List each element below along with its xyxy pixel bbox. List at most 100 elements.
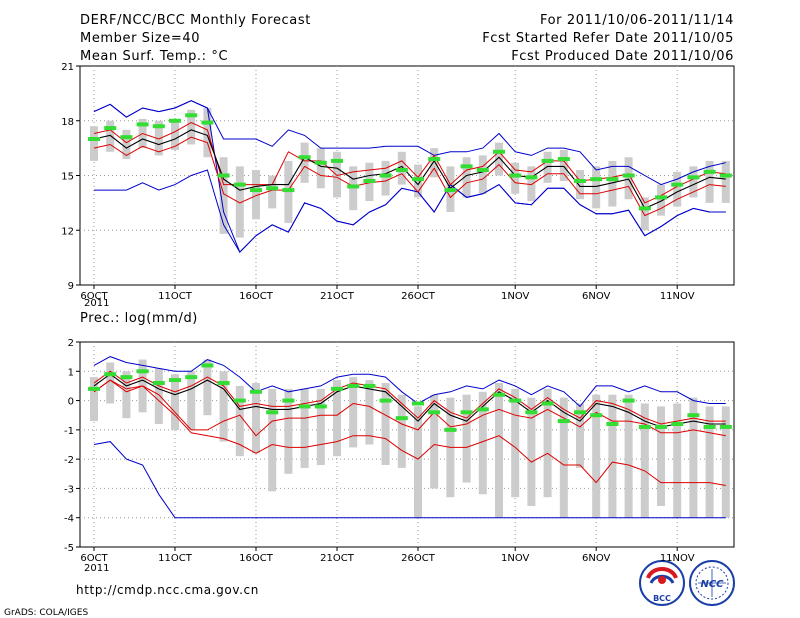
temp-median-marker [557,157,570,162]
prec-ytick-label: -3 [64,484,74,495]
prec-spread-box [381,383,390,465]
temp-spread-box [640,197,649,231]
temp-median-marker [282,188,295,193]
prec-xtick-label: 6OCT [80,553,108,564]
prec-median-marker [201,363,214,368]
temp-xtick-label: 6NOV [582,291,611,302]
prec-spread-box [154,368,163,424]
forecast-produced-date: Fcst Produced Date 2011/10/06 [511,49,734,64]
temp-spread-box [235,166,244,238]
temp-year-label: 2011 [84,298,109,309]
prec-spread-box [559,397,568,518]
temp-ytick-label: 15 [61,172,74,183]
prec-median-marker [638,424,651,429]
prec-spread-box [122,371,131,419]
temp-spread-box [511,162,520,194]
prec-spread-box [171,374,179,430]
temp-median-marker [217,173,230,178]
prec-spread-box [203,359,212,416]
temp-ytick-label: 21 [61,62,74,73]
prec-median-marker [460,410,473,415]
prec-spread-box [252,383,260,454]
prec-median-marker [525,410,538,415]
prec-xtick-label: 21OCT [320,553,355,564]
prec-spread-box [187,371,196,430]
temp-xtick-label: 6OCT [80,291,108,302]
prec-median-marker [282,398,295,403]
prec-xtick-label: 16OCT [239,553,274,564]
chart-title: DERF/NCC/BCC Monthly Forecast [80,13,311,28]
prec-median-marker [217,381,230,385]
prec-max-line [93,356,726,408]
bcc-logo: BCC [639,560,685,606]
temp-spread-box [495,142,503,176]
temp-median-marker [201,120,214,125]
temp-spread-box [430,148,439,178]
prec-median-marker [185,375,198,380]
temp-median-marker [509,173,522,178]
temp-spread-box [171,118,179,150]
temperature-panel-title: Mean Surf. Temp.: °C [80,49,228,64]
prec-median-marker [671,422,684,426]
temp-spread-box [106,120,115,152]
temp-spread-box [657,184,665,216]
prec-ytick-label: 0 [68,397,74,408]
prec-spread-box [478,391,487,495]
prec-ytick-label: -2 [64,455,74,466]
temp-xtick-label: 16OCT [239,291,274,302]
temp-spread-box [592,166,601,209]
temp-max_line-line [93,100,726,186]
prec-spread-box [543,388,552,498]
prec-median-marker [493,392,505,397]
prec-median-marker [395,416,408,421]
temp-median-marker [104,126,117,131]
prec-spread-box [576,403,584,468]
prec-median-marker [152,381,165,385]
temp-median-marker [687,175,700,180]
temp-spread-box [462,157,471,198]
prec-median-marker [541,401,554,406]
prec-xtick-label: 1NOV [501,553,530,564]
temp-spread_lower-line [93,136,726,217]
prec-spread-box [300,388,309,468]
prec-median-marker [347,383,360,388]
ncc-logo-text: NCC [700,579,724,590]
prec-xtick-label: 11OCT [158,553,193,564]
temp-min-line [94,169,726,253]
temp-median-marker [136,122,149,127]
temp-median-marker [493,149,505,154]
temp-spread-box [705,160,714,203]
prec-median-marker [120,375,133,380]
prec-spread-box [219,371,228,442]
temp-median-marker [152,124,165,129]
temp-spread-box [527,166,536,202]
prec-spread-box [689,397,698,518]
temp-median-marker [379,173,392,178]
prec-spread-box [333,380,341,457]
temp-median-marker [671,182,684,187]
temp-median-marker [169,118,181,123]
temp-spread-box [203,107,212,158]
prec-spread_lower2-line [93,379,726,486]
prec-ytick-label: -1 [64,426,74,437]
precip-plot-frame [79,341,735,548]
temp-median-marker [476,168,489,173]
temp-ytick-label: 9 [68,281,74,292]
temp-spread-box [333,151,341,198]
temp-median-marker [703,169,716,174]
prec-median-marker [655,424,667,429]
temp-median-marker [363,178,376,183]
temp-spread-box [187,109,196,145]
prec-median-marker [363,383,376,388]
source-url[interactable]: http://cmdp.ncc.cma.gov.cn [76,583,259,597]
prec-xtick-label: 6NOV [582,553,611,564]
prec-median-marker [428,410,441,415]
prec-xtick-label: 11NOV [660,553,695,564]
temp-median-marker [412,177,424,182]
prec-spread-box [592,394,601,518]
ncc-logo: NCC [689,560,735,606]
forecast-start-date: Fcst Started Refer Date 2011/10/05 [482,31,734,46]
bcc-logo-text: BCC [653,594,671,603]
prec-spread-box [495,383,503,518]
